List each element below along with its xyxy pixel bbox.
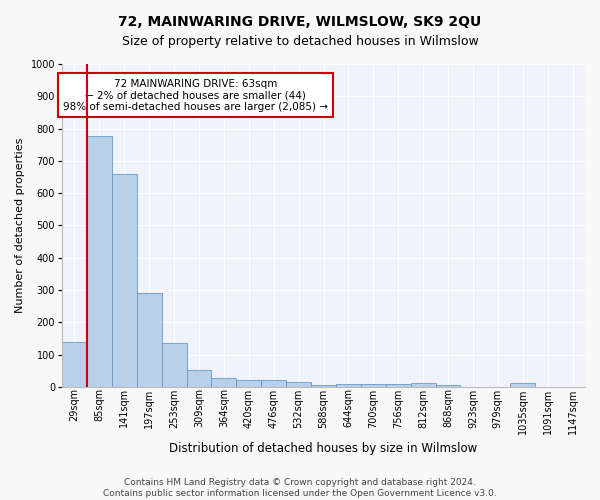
- Bar: [286, 382, 311, 387]
- Text: 72, MAINWARING DRIVE, WILMSLOW, SK9 2QU: 72, MAINWARING DRIVE, WILMSLOW, SK9 2QU: [118, 15, 482, 29]
- Bar: [386, 384, 410, 387]
- Bar: [311, 386, 336, 387]
- Bar: [361, 384, 386, 387]
- X-axis label: Distribution of detached houses by size in Wilmslow: Distribution of detached houses by size …: [169, 442, 478, 455]
- Bar: [112, 174, 137, 387]
- Bar: [187, 370, 211, 387]
- Bar: [211, 378, 236, 387]
- Text: 72 MAINWARING DRIVE: 63sqm
← 2% of detached houses are smaller (44)
98% of semi-: 72 MAINWARING DRIVE: 63sqm ← 2% of detac…: [63, 78, 328, 112]
- Bar: [62, 342, 87, 387]
- Bar: [236, 380, 261, 387]
- Bar: [336, 384, 361, 387]
- Text: Size of property relative to detached houses in Wilmslow: Size of property relative to detached ho…: [122, 35, 478, 48]
- Text: Contains HM Land Registry data © Crown copyright and database right 2024.
Contai: Contains HM Land Registry data © Crown c…: [103, 478, 497, 498]
- Bar: [261, 380, 286, 387]
- Bar: [410, 383, 436, 387]
- Bar: [510, 383, 535, 387]
- Bar: [436, 386, 460, 387]
- Bar: [137, 292, 161, 387]
- Y-axis label: Number of detached properties: Number of detached properties: [15, 138, 25, 313]
- Bar: [87, 136, 112, 387]
- Bar: [161, 342, 187, 387]
